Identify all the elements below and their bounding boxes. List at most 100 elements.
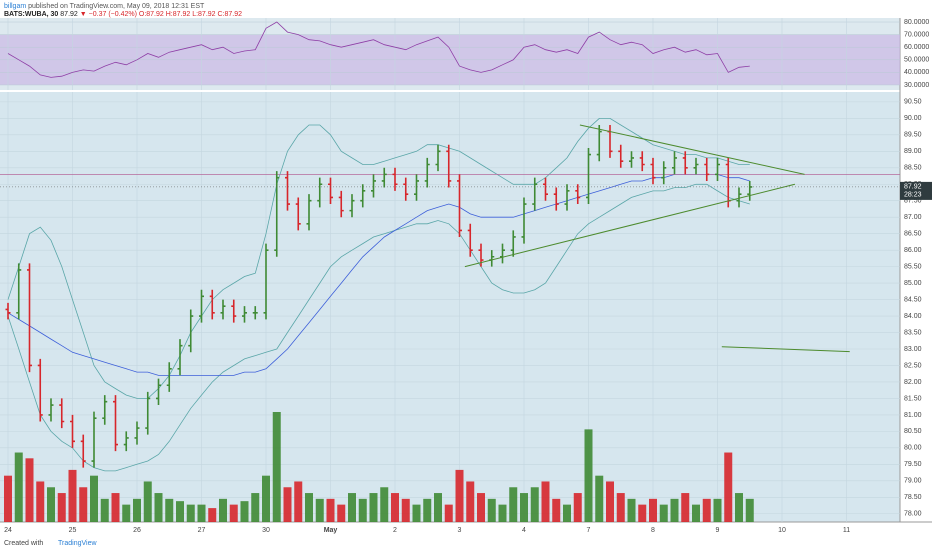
ohlc-bar bbox=[553, 187, 559, 211]
volume-bar bbox=[283, 487, 292, 522]
volume-bar bbox=[509, 487, 518, 522]
x-tick-label: 3 bbox=[458, 527, 462, 534]
ohlc-bar bbox=[661, 161, 667, 185]
volume-bar bbox=[498, 504, 507, 522]
ohlc-bar bbox=[392, 167, 398, 191]
volume-bar bbox=[14, 452, 23, 522]
ohlc-bar bbox=[360, 184, 366, 208]
volume-bar bbox=[606, 481, 614, 522]
ohlc-bar bbox=[596, 124, 602, 162]
ohlc-bar bbox=[274, 171, 280, 257]
volume-bar bbox=[573, 493, 582, 522]
rsi-layer: 80.0000 70.0000 60.0000 50.0000 40.0000 30.00… bbox=[0, 18, 929, 90]
x-tick-label: 30 bbox=[262, 527, 270, 534]
volume-bar bbox=[616, 493, 625, 522]
ohlc-bar bbox=[37, 358, 43, 422]
ohlc-bar bbox=[16, 263, 22, 320]
ohlc-bar bbox=[672, 151, 677, 175]
x-tick-label: 27 bbox=[198, 527, 206, 534]
volume-bar bbox=[197, 504, 206, 522]
ohlc-bar bbox=[543, 177, 548, 201]
ohlc-bar bbox=[328, 177, 333, 205]
ohlc-bar bbox=[510, 230, 516, 257]
volume-bar bbox=[208, 508, 217, 522]
volume-bar bbox=[68, 469, 77, 522]
volume-bar bbox=[315, 498, 324, 522]
trend-line bbox=[464, 183, 796, 268]
ohlc-bar bbox=[156, 378, 161, 406]
x-tick-label: 2 bbox=[393, 527, 397, 534]
y-tick-label: 80.50 bbox=[904, 428, 922, 435]
volume-bar bbox=[240, 501, 249, 522]
volume-bar bbox=[702, 498, 711, 522]
change: −0.37 (−0.42%) bbox=[88, 11, 137, 18]
volume-bar bbox=[36, 481, 45, 522]
author[interactable]: billgam bbox=[4, 3, 27, 10]
price: 87.92 bbox=[60, 11, 78, 18]
ohlc-bar bbox=[177, 339, 183, 376]
volume-bar bbox=[552, 498, 561, 522]
y-tick-label: 90.00 bbox=[904, 115, 922, 122]
ohlc-bar bbox=[263, 243, 269, 320]
ohlc-bar bbox=[704, 157, 710, 181]
ohlc-bar bbox=[231, 299, 237, 323]
ohlc-bar bbox=[457, 174, 462, 237]
y-tick-label: 86.50 bbox=[904, 231, 922, 238]
ohlc-bar bbox=[564, 184, 570, 211]
ohlc-bar bbox=[435, 144, 441, 172]
rsi-tick-label: 60.0000 bbox=[904, 44, 929, 51]
y-tick-label: 89.00 bbox=[904, 148, 922, 155]
footer-brand[interactable]: TradingView bbox=[58, 540, 97, 547]
ohlc-bar bbox=[5, 302, 11, 320]
ohlc-bar bbox=[59, 398, 65, 429]
volume-bar bbox=[423, 498, 432, 522]
ohlc-bar bbox=[403, 177, 409, 201]
volume-bar bbox=[455, 469, 464, 522]
rsi-tick-label: 70.0000 bbox=[904, 31, 929, 38]
y-tick-label: 79.00 bbox=[904, 478, 922, 485]
y-tick-label: 84.00 bbox=[904, 313, 922, 320]
ohlc-bar bbox=[48, 398, 54, 422]
x-tick-label: 8 bbox=[651, 527, 655, 534]
ohlc-bar bbox=[650, 157, 656, 185]
volume-bar bbox=[4, 475, 12, 522]
volume-bar bbox=[563, 504, 571, 522]
ohlc-bar bbox=[349, 194, 355, 218]
y-tick-label: 86.00 bbox=[904, 247, 922, 254]
ohlc-bar bbox=[188, 309, 194, 353]
volume-bar bbox=[412, 504, 421, 522]
volume-bar bbox=[326, 498, 335, 522]
y-tick-label: 81.00 bbox=[904, 412, 922, 419]
symbol: BATS:WUBA, 30 bbox=[4, 11, 59, 18]
y-tick-label: 90.50 bbox=[904, 99, 922, 106]
ohlc-bar bbox=[500, 243, 505, 264]
ohlc-bar bbox=[209, 289, 215, 320]
ohlc-bar bbox=[220, 299, 226, 320]
rsi-tick-label: 30.0000 bbox=[904, 82, 929, 89]
volume-bar bbox=[294, 481, 303, 522]
volume-bar bbox=[520, 493, 528, 522]
volume-bar bbox=[681, 493, 690, 522]
y-tick-label: 81.50 bbox=[904, 395, 922, 402]
ohlc-bar bbox=[414, 174, 419, 201]
ohlc-bar bbox=[134, 421, 140, 445]
header-line: billgam published on TradingView.com, Ma… bbox=[4, 3, 204, 10]
volume-bar bbox=[143, 481, 152, 522]
volume-bar bbox=[186, 504, 195, 522]
y-tick-label: 83.00 bbox=[904, 346, 922, 353]
y-tick-label: 87.00 bbox=[904, 214, 922, 221]
volume-bar bbox=[90, 475, 98, 522]
ohlc-bar bbox=[575, 184, 581, 205]
volume-bar bbox=[111, 493, 120, 522]
rsi-line bbox=[7, 21, 750, 78]
volume-bar bbox=[79, 487, 88, 522]
volume-bar bbox=[57, 493, 66, 522]
ohlc-bar bbox=[629, 151, 634, 168]
volume-bar bbox=[401, 498, 410, 522]
volume-bar bbox=[369, 493, 378, 522]
x-tick-label: 4 bbox=[522, 527, 526, 534]
volume-bar bbox=[262, 475, 270, 522]
rsi-tick-label: 50.0000 bbox=[904, 57, 929, 64]
